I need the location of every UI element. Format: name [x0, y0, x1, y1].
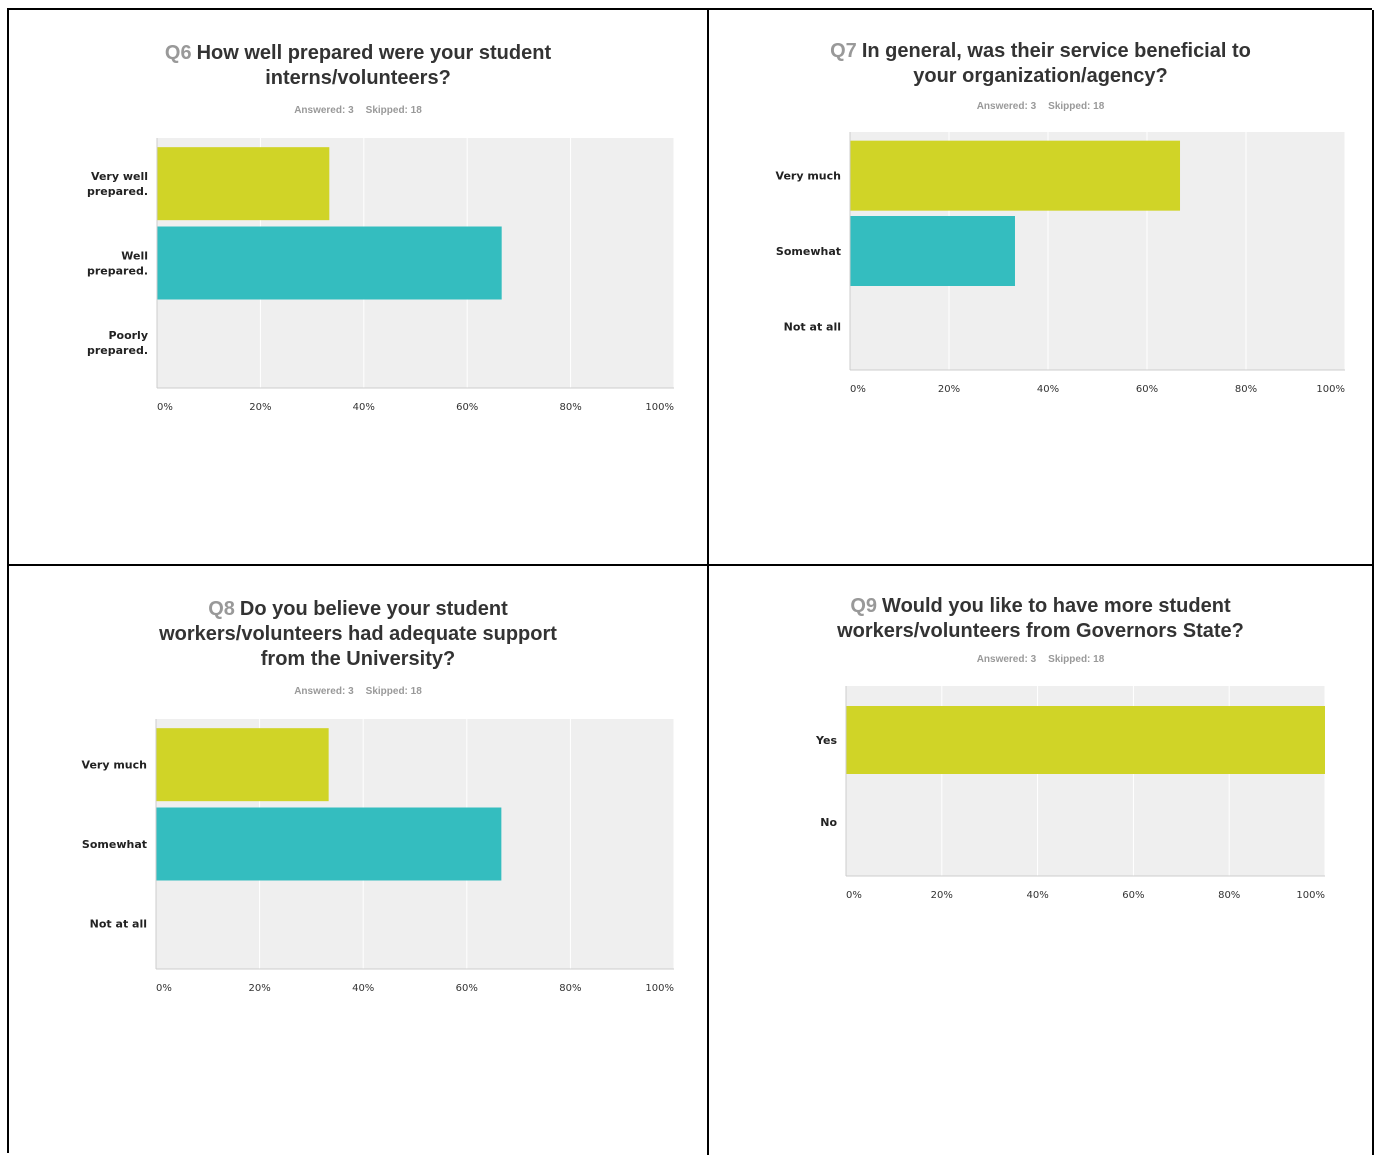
q8-title-line-3: from the University? [260, 648, 456, 670]
q6-title-line-2: interns/volunteers? [265, 67, 451, 89]
q6-category-label: prepared. [87, 344, 148, 357]
q8-tick-label: 20% [248, 983, 270, 994]
q6-chart: Very well prepared. Well prepared. Poorly pre… [87, 138, 675, 413]
q7-tick-label: 0% [850, 384, 866, 395]
q9-tick-label: 60% [1122, 890, 1144, 901]
q9-number: Q9 [850, 595, 878, 617]
q9-tick-label: 20% [931, 890, 953, 901]
q8-tick-label: 100% [645, 983, 674, 994]
q7-skipped: Skipped: 18 [1048, 101, 1105, 112]
q7-title-line-1: In general, was their service beneficial… [861, 40, 1251, 62]
q9-title-line-2: workers/volunteers from Governors State? [837, 620, 1244, 642]
q6-bar [157, 226, 502, 300]
q9-panel: Q9 Would you like to have more student wo… [709, 566, 1374, 1155]
q9-category-label: Yes [815, 734, 837, 747]
q7-panel: Q7 In general, was their service benefici… [709, 10, 1374, 566]
q9-title: Q9 Would you like to have more student wo… [709, 594, 1372, 644]
q6-meta: Answered: 3 Skipped: 18 [9, 105, 707, 116]
chart-grid: Q6 How well prepared were your student in… [7, 8, 1374, 1155]
q7-chart: Very much Somewhat Not at all 0% 20% 40% 60% 80… [776, 132, 1346, 395]
q9-tick-label: 80% [1218, 890, 1240, 901]
q9-meta: Answered: 3 Skipped: 18 [709, 654, 1372, 665]
q9-category-label: No [820, 816, 837, 829]
q6-tick-label: 40% [353, 402, 375, 413]
q7-title: Q7 In general, was their service benefici… [709, 39, 1372, 89]
q7-tick-label: 80% [1235, 384, 1257, 395]
q8-tick-label: 0% [156, 983, 172, 994]
q6-panel: Q6 How well prepared were your student in… [9, 10, 709, 566]
q7-category-label: Very much [776, 170, 841, 183]
q9-tick-label: 0% [846, 890, 862, 901]
q8-category-label: Not at all [90, 917, 147, 930]
q8-answered: Answered: 3 [294, 686, 354, 697]
q8-bar [156, 728, 329, 802]
q8-title-line-2: workers/volunteers had adequate support [159, 623, 557, 645]
q6-title-line-1: How well prepared were your student [196, 42, 552, 64]
q9-title-line-1: Would you like to have more student [882, 595, 1231, 617]
q8-tick-label: 80% [559, 983, 581, 994]
q6-title: Q6 How well prepared were your student in… [9, 41, 707, 91]
q6-tick-label: 0% [157, 402, 173, 413]
q7-tick-label: 100% [1316, 384, 1345, 395]
q8-number: Q8 [208, 598, 235, 620]
q9-bar [846, 706, 1325, 774]
q7-category-label: Somewhat [776, 245, 841, 258]
q7-category-label: Not at all [784, 320, 841, 333]
q6-number: Q6 [164, 42, 192, 64]
q7-answered: Answered: 3 [976, 101, 1037, 112]
q7-tick-label: 40% [1037, 384, 1059, 395]
q8-tick-label: 40% [352, 983, 374, 994]
q9-answered: Answered: 3 [976, 654, 1037, 665]
q6-category-label: Well [121, 250, 148, 263]
q6-category-label: prepared. [87, 265, 148, 278]
q8-meta: Answered: 3 Skipped: 18 [9, 686, 707, 697]
q6-skipped: Skipped: 18 [365, 105, 422, 116]
q8-category-label: Somewhat [82, 838, 147, 851]
q6-category-label: Poorly [108, 329, 148, 342]
q8-skipped: Skipped: 18 [365, 686, 422, 697]
q6-answered: Answered: 3 [294, 105, 354, 116]
q7-tick-label: 20% [938, 384, 960, 395]
q7-number: Q7 [830, 40, 857, 62]
q7-meta: Answered: 3 Skipped: 18 [709, 101, 1372, 112]
q6-tick-label: 60% [456, 402, 478, 413]
q8-tick-label: 60% [456, 983, 478, 994]
q6-category-label: Very well [91, 170, 148, 183]
q8-title-line-1: Do you believe your student [239, 598, 508, 620]
q9-tick-label: 40% [1026, 890, 1048, 901]
q8-category-label: Very much [82, 759, 147, 772]
q8-chart: Very much Somewhat Not at all 0% 20% 40% 60% 80… [82, 719, 675, 994]
q9-chart: Yes No 0% 20% 40% 60% 80% 100% [815, 686, 1326, 901]
q8-title: Q8 Do you believe your student workers/vo… [9, 597, 707, 672]
q6-tick-label: 80% [559, 402, 581, 413]
q6-tick-label: 20% [249, 402, 271, 413]
q9-skipped: Skipped: 18 [1048, 654, 1105, 665]
q7-title-line-2: your organization/agency? [913, 65, 1168, 87]
q7-bar [850, 140, 1181, 211]
q8-panel: Q8 Do you believe your student workers/vo… [9, 566, 709, 1155]
q7-bar [850, 216, 1015, 286]
q8-bar [156, 807, 502, 881]
q6-bar [157, 147, 330, 221]
q6-tick-label: 100% [645, 402, 674, 413]
q9-tick-label: 100% [1296, 890, 1325, 901]
q7-tick-label: 60% [1136, 384, 1158, 395]
q6-category-label: prepared. [87, 185, 148, 198]
